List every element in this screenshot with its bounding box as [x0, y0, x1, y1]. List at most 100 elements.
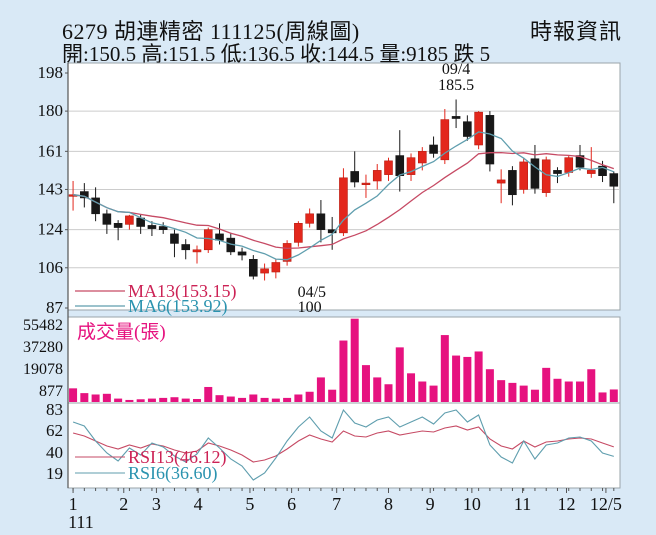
volume-bar — [384, 384, 393, 402]
volume-bar — [474, 351, 483, 402]
candle-body — [237, 251, 247, 256]
volume-bar — [350, 318, 359, 402]
volume-bar — [587, 369, 596, 402]
candle-body — [147, 225, 157, 229]
candle-body — [350, 171, 360, 183]
rsi6-legend-label: RSI6(36.60) — [128, 463, 218, 484]
month-x-tick: 12/5 — [590, 494, 622, 514]
chart-title: 6279 胡連精密 111125(周線圖) — [62, 19, 360, 44]
rsi: 83 62 40 19 RSI13(46.12)RSI6(36.60) — [46, 400, 614, 484]
candle-body — [249, 259, 258, 277]
ma-lines — [73, 131, 615, 261]
volume-bar — [576, 381, 585, 402]
month-x-tick: 10 — [463, 494, 481, 514]
candle-body — [598, 165, 607, 176]
volume-bar — [497, 380, 506, 402]
candle-body — [181, 244, 191, 251]
volume-bar — [181, 398, 190, 402]
month-x-tick: 12 — [557, 494, 575, 514]
candle-body — [429, 144, 438, 154]
volume-bar — [429, 385, 438, 402]
month-x-tick: 6 — [287, 494, 296, 514]
volume-bar — [395, 347, 404, 402]
volume-bar — [440, 335, 449, 402]
month-x-tick: 11 — [514, 494, 531, 514]
ma13-legend-label: MA13(153.15) — [128, 281, 237, 302]
header: 6279 胡連精密 111125(周線圖) 時報資訊 — [62, 14, 622, 46]
candle-body — [372, 170, 382, 182]
candle-body — [440, 119, 450, 161]
volume-bar — [91, 394, 100, 402]
candle-body — [125, 215, 134, 225]
candle-body — [553, 170, 562, 174]
candle-body — [80, 191, 89, 199]
candle-body — [203, 229, 213, 251]
volume-y-tick: 55482 — [23, 317, 63, 334]
volume-bar — [125, 399, 134, 402]
volume-bar — [553, 378, 562, 402]
month-x-tick: 1 — [69, 494, 78, 514]
candle-body — [113, 223, 123, 228]
volume-bar — [260, 397, 269, 402]
candle-body — [294, 223, 303, 243]
volume-bar — [204, 386, 213, 402]
candle-body — [158, 226, 168, 230]
rsi-y-tick: 62 — [46, 421, 63, 440]
candle-body — [282, 243, 292, 262]
candle-body — [485, 115, 495, 165]
candle-body — [91, 197, 100, 215]
year-label: 111 — [68, 512, 94, 532]
panels — [67, 62, 621, 489]
ma13-line — [73, 151, 615, 250]
candle-body — [530, 158, 540, 189]
candle-body — [192, 249, 202, 253]
candle-body — [260, 268, 269, 274]
candle-body — [271, 262, 281, 273]
high-annotation: 185.5 — [438, 77, 474, 94]
volume-bar — [598, 392, 607, 402]
low-annotation: 04/5 — [298, 284, 326, 301]
month-x-tick: 3 — [152, 494, 161, 514]
volume-bar — [339, 340, 348, 402]
ma6-line — [73, 131, 615, 261]
volume-bar — [305, 391, 314, 402]
month-x-tick: 2 — [119, 494, 128, 514]
candle-body — [305, 213, 314, 224]
volume-bar — [294, 394, 303, 402]
volume-bar — [238, 397, 247, 402]
ma6-legend-label: MA6(153.92) — [128, 296, 228, 317]
volume-bar — [530, 389, 539, 402]
candle-body — [463, 121, 472, 137]
candle-body — [564, 157, 574, 173]
candle-body — [406, 157, 416, 175]
volume-bar — [271, 398, 280, 402]
volume-bar — [69, 388, 78, 402]
volume-bar — [114, 398, 123, 402]
volume-label: 成交量(張) — [77, 321, 166, 343]
volume-bar — [452, 355, 461, 402]
main-legend: MA13(153.15)MA6(153.92) — [75, 281, 237, 317]
volume-bar — [361, 365, 370, 402]
volume-y-tick: 19078 — [23, 361, 63, 378]
price-y-tick: 106 — [38, 258, 64, 277]
volume-bar — [508, 382, 517, 402]
volume-bar — [418, 381, 427, 402]
candle-body — [384, 160, 393, 175]
volume-bar — [159, 397, 168, 402]
volume-bar — [485, 369, 494, 402]
volume-bar — [564, 381, 573, 402]
candle-body — [102, 213, 112, 225]
candle-body — [361, 182, 371, 185]
volume-bar — [373, 377, 382, 402]
volume-bar — [192, 398, 201, 402]
volume-bar — [226, 396, 235, 402]
price-y-tick: 161 — [38, 141, 64, 160]
volume-bar — [249, 394, 258, 402]
candle-body — [417, 151, 427, 164]
month-x-tick: 4 — [194, 494, 203, 514]
candle-body — [586, 170, 596, 174]
volume: 55482 37280 19078 877 成交量(張) — [23, 317, 618, 402]
volume-bar — [463, 356, 472, 402]
